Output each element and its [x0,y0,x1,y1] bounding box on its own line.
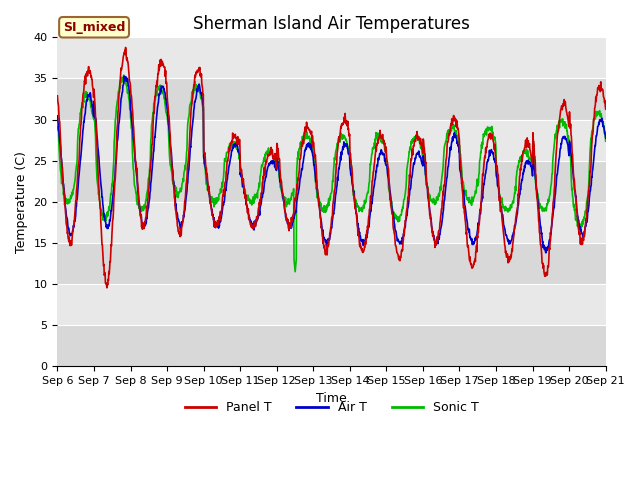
Bar [58,284,605,325]
Bar [58,78,605,120]
Bar [58,325,605,366]
Bar [58,161,605,202]
Bar [58,202,605,243]
Y-axis label: Temperature (C): Temperature (C) [15,151,28,253]
Bar [58,120,605,161]
Text: SI_mixed: SI_mixed [63,21,125,34]
Bar [58,37,605,78]
Legend: Panel T, Air T, Sonic T: Panel T, Air T, Sonic T [180,396,484,420]
Bar [58,243,605,284]
X-axis label: Time: Time [316,392,347,405]
Title: Sherman Island Air Temperatures: Sherman Island Air Temperatures [193,15,470,33]
